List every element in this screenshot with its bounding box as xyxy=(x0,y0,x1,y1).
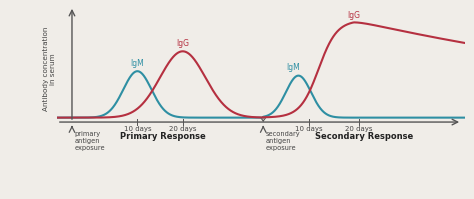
Text: 20 days: 20 days xyxy=(169,127,196,133)
Text: 10 days: 10 days xyxy=(124,127,151,133)
Text: IgG: IgG xyxy=(176,39,189,48)
Text: IgG: IgG xyxy=(347,11,360,20)
Text: Antibody concentration
in serum: Antibody concentration in serum xyxy=(43,27,56,111)
Text: IgM: IgM xyxy=(287,63,301,72)
Text: 20 days: 20 days xyxy=(345,127,373,133)
Text: Secondary Response: Secondary Response xyxy=(315,132,413,141)
Text: Primary Response: Primary Response xyxy=(120,132,205,141)
Text: primary
antigen
exposure: primary antigen exposure xyxy=(74,131,105,151)
Text: 10 days: 10 days xyxy=(295,127,322,133)
Text: IgM: IgM xyxy=(130,59,144,68)
Text: secondary
antigen
exposure: secondary antigen exposure xyxy=(266,131,301,151)
